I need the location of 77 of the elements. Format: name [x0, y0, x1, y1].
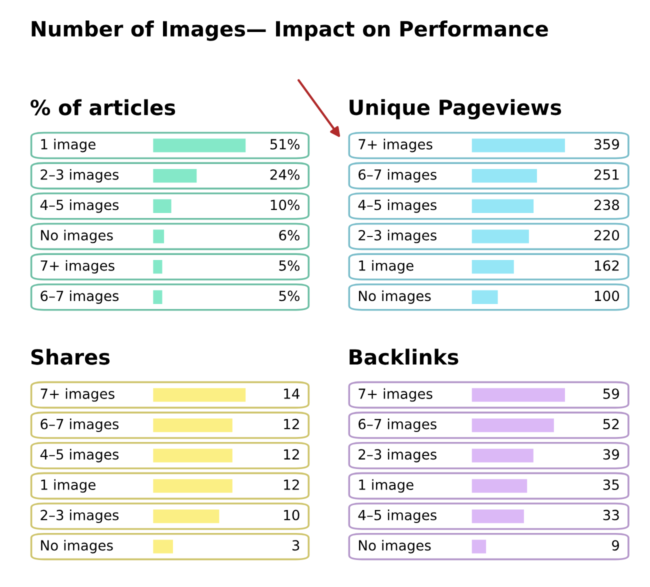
data-label: 100: [594, 290, 620, 302]
bar: [153, 448, 232, 462]
data-label: 51%: [270, 139, 300, 150]
y-tick-label: 2–3 images: [358, 230, 436, 244]
text: Number of Images— Impact on Performance: [32, 20, 548, 41]
bar: [153, 138, 246, 152]
y-tick-label: No images: [41, 230, 113, 244]
chart-title: % of articles: [30, 99, 176, 116]
bar: [472, 230, 529, 244]
bar: [153, 509, 220, 524]
y-tick-label: No images: [41, 540, 113, 554]
bar: [153, 418, 232, 432]
y-tick-label: 1 image: [41, 138, 96, 152]
bar: [153, 199, 172, 213]
data-label: 10%: [270, 200, 300, 210]
data-label: 5%: [279, 260, 300, 271]
data-label: 10: [284, 510, 300, 520]
y-tick-label: No images: [358, 540, 431, 554]
y-tick-label: 7+ images: [358, 388, 432, 402]
data-label: 9: [612, 540, 619, 551]
bar: [472, 138, 565, 152]
data-label: 220: [594, 230, 620, 240]
bar: [153, 290, 162, 304]
bar: [472, 509, 524, 524]
bar: [153, 168, 197, 183]
data-label: 5%: [279, 290, 300, 302]
data-label: 14: [284, 388, 300, 399]
y-tick-label: 4–5 images: [358, 199, 436, 213]
bar: [472, 388, 565, 402]
y-tick-label: No images: [358, 290, 431, 304]
y-tick-label: 4–5 images: [40, 448, 119, 462]
y-tick-label: 7+ images: [40, 388, 114, 402]
y-tick-label: 1 image: [41, 479, 96, 493]
data-label: 39: [603, 449, 619, 460]
bar: [472, 260, 514, 274]
data-label: 12: [284, 418, 299, 430]
data-label: 52: [603, 418, 619, 430]
y-tick-label: 7+ images: [358, 138, 432, 152]
bar: [153, 479, 232, 493]
chart-title: Backlinks: [350, 348, 458, 365]
bar: [472, 448, 534, 462]
y-tick-label: 6–7 images: [358, 169, 436, 183]
y-tick-label: 2–3 images: [358, 448, 436, 462]
bar: [153, 230, 164, 244]
y-tick-label: 2–3 images: [40, 169, 119, 183]
y-tick-label: 7+ images: [40, 260, 114, 274]
y-tick-label: 6–7 images: [358, 418, 436, 432]
data-label: 6%: [279, 230, 300, 240]
data-label: 59: [603, 388, 619, 399]
data-label: 3: [292, 540, 300, 551]
bar: [472, 168, 537, 183]
bar: [472, 479, 528, 493]
bar: [472, 540, 486, 554]
y-tick-label: 4–5 images: [40, 199, 119, 213]
data-label: 238: [594, 200, 620, 210]
bar: [472, 199, 534, 213]
y-tick-label: 2–3 images: [40, 510, 119, 523]
y-tick-label: 6–7 images: [40, 418, 119, 432]
data-label: 33: [603, 510, 619, 520]
bar: [472, 418, 554, 432]
y-tick-label: 1 image: [359, 260, 414, 274]
data-label: 162: [594, 260, 619, 271]
data-label: 24%: [270, 169, 300, 180]
data-label: 12: [284, 449, 299, 460]
bar: [153, 540, 173, 554]
data-label: 35: [603, 479, 619, 490]
bar: [472, 290, 498, 304]
data-label: 251: [594, 169, 619, 180]
y-tick-label: 6–7 images: [40, 290, 119, 304]
bar: [153, 388, 246, 402]
data-label: 12: [284, 479, 299, 490]
data-label: 359: [594, 139, 619, 150]
y-tick-label: 1 image: [359, 479, 414, 493]
chart-title: Unique Pageviews: [350, 99, 562, 120]
y-tick-label: 4–5 images: [358, 510, 436, 523]
bar: [153, 260, 162, 274]
chart-title: Shares: [31, 348, 110, 365]
